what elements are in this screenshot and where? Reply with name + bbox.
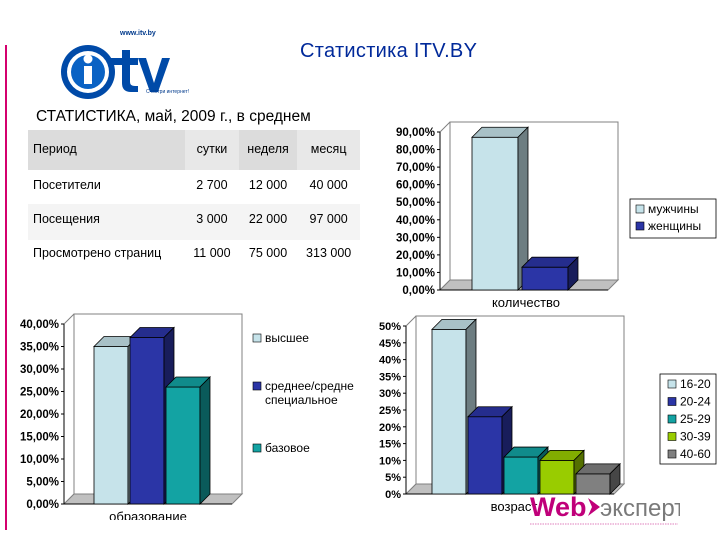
- brand-left-text: Web: [530, 492, 587, 522]
- row-label: Просмотрено страниц: [33, 246, 162, 260]
- legend-label: базовое: [265, 441, 310, 455]
- y-tick-label: 15%: [379, 439, 401, 451]
- table-cell: 313 000: [306, 246, 352, 260]
- logo-slogan: С-мотри интернет!: [146, 89, 190, 95]
- y-tick-label: 5,00%: [26, 477, 59, 489]
- y-tick-label: 60,00%: [396, 180, 435, 192]
- bar-базовое: [165, 376, 211, 505]
- y-tick-label: 30,00%: [396, 232, 435, 244]
- table-cell: 11 000: [193, 246, 231, 260]
- table-cell: 22 000: [238, 204, 298, 240]
- y-tick-label: 30%: [379, 388, 401, 400]
- table-cell: 3 000: [185, 204, 239, 240]
- column-header-day: сутки: [185, 130, 239, 170]
- legend-swatch: [252, 381, 262, 391]
- y-tick-label: 10,00%: [396, 267, 435, 279]
- column-header-month: месяц: [297, 130, 360, 170]
- y-tick-label: 50,00%: [396, 197, 435, 209]
- y-tick-label: 20%: [379, 422, 401, 434]
- legend-swatch: [667, 397, 677, 406]
- y-tick-label: 80,00%: [396, 145, 435, 157]
- y-tick-label: 0%: [385, 489, 401, 501]
- legend-swatch: [635, 204, 645, 214]
- depth-edge: [63, 313, 75, 505]
- y-tick-label: 15,00%: [20, 432, 59, 444]
- table-cell: 12 000: [248, 178, 288, 192]
- y-tick-label: 40,00%: [20, 319, 59, 331]
- logo-url: www.itv.by: [120, 30, 156, 37]
- table-cell: 2 700: [196, 178, 228, 192]
- legend-swatch: [667, 379, 677, 389]
- bar-40-60: [575, 462, 621, 495]
- y-tick-label: 45%: [379, 338, 401, 350]
- legend-label: мужчины: [648, 202, 699, 216]
- slide-title: Статистика ITV.BY: [300, 40, 478, 62]
- table-header-row: Период сутки неделя месяц: [28, 130, 360, 170]
- row-label: Посещения: [28, 204, 186, 240]
- legend-swatch: [635, 221, 645, 231]
- legend-label: среднее/средне: [265, 379, 354, 393]
- y-tick-label: 40%: [379, 355, 401, 367]
- y-tick-label: 40,00%: [396, 215, 435, 227]
- education-chart: 0,00% 5,00% 10,00% 15,00% 20,00% 25,00% 30,00%…: [20, 313, 354, 520]
- column-header-week: неделя: [238, 130, 298, 170]
- y-tick-label: 35%: [379, 371, 401, 383]
- legend-swatch: [667, 432, 677, 441]
- legend-swatch: [667, 449, 677, 459]
- itv-logo: [61, 45, 170, 99]
- depth-edge: [405, 315, 417, 495]
- y-tick-label: 10%: [379, 455, 401, 467]
- table-cell: 97 000: [297, 204, 360, 240]
- statistics-table: Период сутки неделя месяц Посетители 2 7…: [28, 130, 360, 298]
- brand-right-text: эксперт: [600, 495, 680, 522]
- legend-label: 20-24: [680, 395, 711, 409]
- y-tick-label: 0,00%: [402, 285, 435, 297]
- y-tick-label: 90,00%: [396, 127, 435, 139]
- table-row: Посещения 3 000 22 000 97 000: [28, 204, 360, 240]
- x-axis-label: образование: [109, 509, 187, 520]
- y-tick-label: 20,00%: [396, 250, 435, 262]
- legend-swatch: [667, 414, 677, 424]
- table-row: Просмотрено страниц 11 000 75 000 313 00…: [28, 240, 360, 298]
- legend-label: 30-39: [680, 430, 711, 444]
- x-axis-label: возраст: [491, 499, 538, 514]
- legend-label: высшее: [265, 331, 309, 345]
- legend-label: женщины: [648, 219, 701, 233]
- arrow-icon: [588, 498, 600, 516]
- webexpert-logo: Web эксперт: [530, 492, 680, 525]
- y-tick-label: 70,00%: [396, 162, 435, 174]
- age-chart: 0% 5% 10% 15% 20% 25% 30% 35% 40% 45% 50% возраст 16…: [379, 315, 717, 514]
- y-tick-label: 5%: [385, 472, 401, 484]
- y-tick-label: 20,00%: [20, 409, 59, 421]
- table-title: СТАТИСТИКА, май, 2009 г., в среднем: [36, 108, 311, 125]
- legend-swatch: [252, 443, 262, 453]
- legend-label: специальное: [265, 393, 338, 407]
- legend-swatch: [252, 333, 262, 343]
- table-cell: 75 000: [248, 246, 288, 260]
- y-tick-label: 25%: [379, 405, 401, 417]
- bar-20-24: [467, 405, 513, 495]
- column-header-period: Период: [28, 130, 186, 170]
- legend-label: 25-29: [680, 412, 711, 426]
- y-tick-label: 50%: [379, 321, 401, 333]
- y-tick-label: 25,00%: [20, 387, 59, 399]
- y-tick-label: 10,00%: [20, 454, 59, 466]
- legend-box: [659, 373, 717, 465]
- row-label: Посетители: [33, 178, 101, 192]
- bar-женщины: [521, 256, 579, 291]
- y-tick-label: 35,00%: [20, 342, 59, 354]
- legend-label: 16-20: [680, 377, 711, 391]
- accent-line: [5, 45, 7, 530]
- legend-box: [629, 198, 717, 239]
- bar-мужчины: [471, 126, 529, 291]
- depth-edge: [439, 121, 451, 291]
- x-axis-label: количество: [492, 295, 560, 310]
- gender-chart: 0,00% 10,00% 20,00% 30,00% 40,00% 50,00% 60,00…: [396, 121, 717, 310]
- y-tick-label: 30,00%: [20, 364, 59, 376]
- table-cell: 40 000: [309, 178, 348, 192]
- legend-label: 40-60: [680, 447, 711, 461]
- y-tick-label: 0,00%: [26, 499, 59, 511]
- table-row: Посетители 2 700 12 000 40 000: [28, 170, 360, 204]
